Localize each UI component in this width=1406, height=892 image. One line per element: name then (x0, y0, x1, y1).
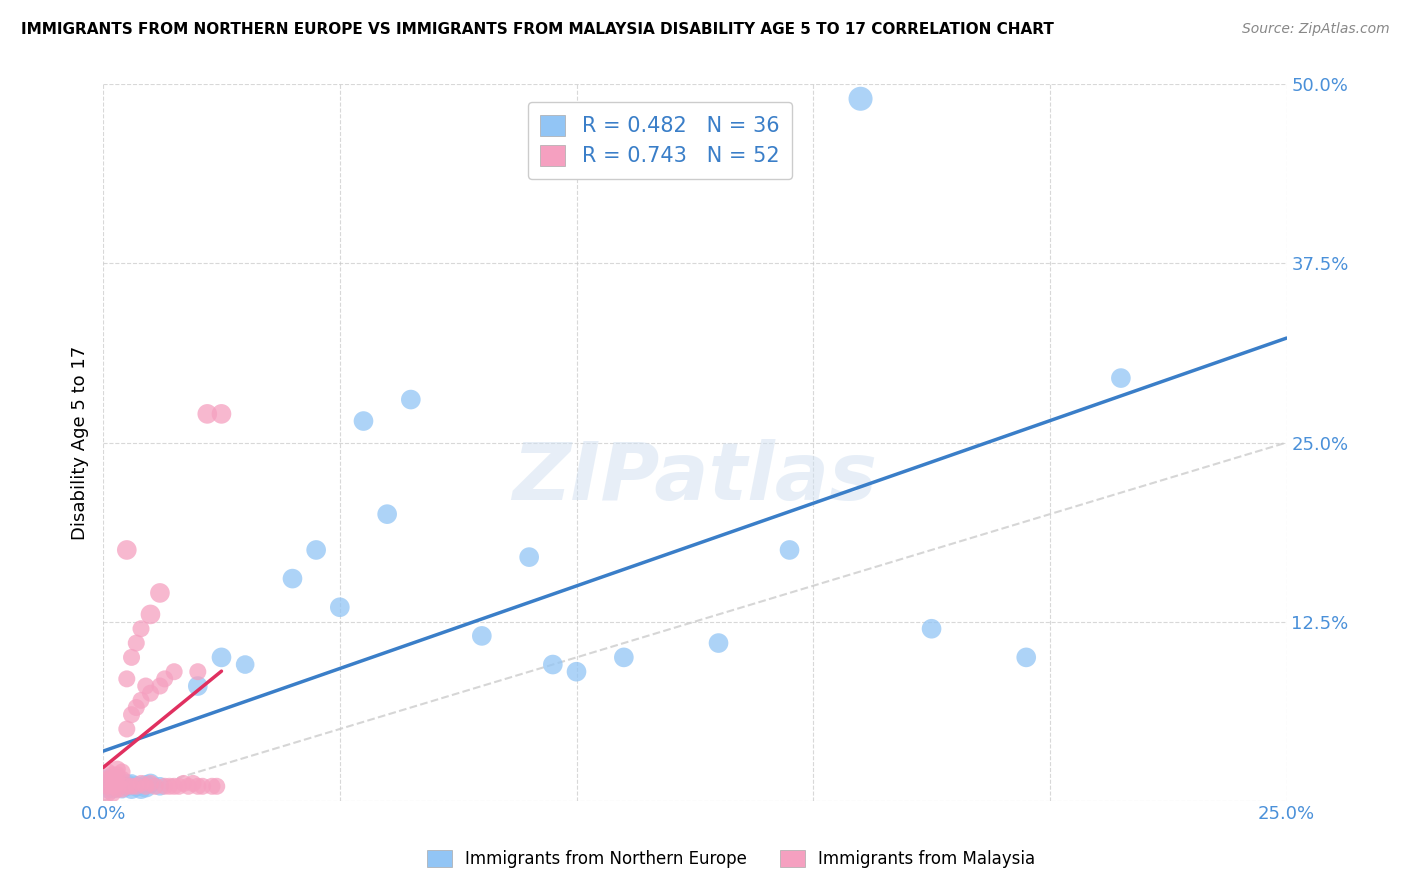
Point (779, 543, 801, 558)
Point (111, 782, 134, 797)
Point (177, 779, 200, 793)
Point (921, 622, 943, 636)
Point (233, 657, 256, 672)
Point (139, 776, 162, 790)
Point (399, 392, 422, 407)
Point (129, 782, 152, 797)
Point (149, 586, 172, 600)
Point (121, 782, 143, 797)
Point (101, 787, 124, 801)
Point (105, 768, 128, 782)
Point (125, 636, 148, 650)
Point (195, 407, 218, 421)
Point (115, 543, 138, 558)
Point (115, 722, 138, 736)
Point (101, 776, 124, 790)
Point (471, 629, 494, 643)
Point (211, 650, 233, 665)
Point (115, 779, 138, 793)
Point (139, 607, 162, 622)
Point (305, 543, 328, 558)
Point (129, 776, 152, 790)
Point (111, 764, 134, 779)
Point (105, 779, 128, 793)
Point (173, 776, 195, 790)
Point (565, 665, 588, 679)
Point (105, 782, 128, 797)
Point (149, 779, 172, 793)
Legend: Immigrants from Northern Europe, Immigrants from Malaysia: Immigrants from Northern Europe, Immigra… (420, 843, 1042, 875)
Point (849, 92, 872, 106)
Point (143, 779, 166, 793)
Point (97, 772, 120, 786)
Point (101, 768, 124, 782)
Point (121, 707, 143, 722)
Point (121, 779, 143, 793)
Point (115, 776, 138, 790)
Point (375, 507, 398, 521)
Point (101, 782, 124, 797)
Point (121, 776, 143, 790)
Point (105, 776, 128, 790)
Point (97, 779, 120, 793)
Point (201, 779, 224, 793)
Point (97, 764, 120, 779)
Point (129, 693, 152, 707)
Point (329, 600, 352, 615)
Point (125, 779, 148, 793)
Point (157, 779, 180, 793)
Point (101, 772, 124, 786)
Point (139, 776, 162, 790)
Point (153, 672, 176, 686)
Point (707, 636, 730, 650)
Point (105, 772, 128, 786)
Point (1015, 650, 1038, 665)
Y-axis label: Disability Age 5 to 17: Disability Age 5 to 17 (72, 345, 89, 540)
Point (105, 762, 128, 776)
Text: IMMIGRANTS FROM NORTHERN EUROPE VS IMMIGRANTS FROM MALAYSIA DISABILITY AGE 5 TO : IMMIGRANTS FROM NORTHERN EUROPE VS IMMIG… (21, 22, 1054, 37)
Text: ZIPatlas: ZIPatlas (512, 440, 877, 517)
Legend: R = 0.482   N = 36, R = 0.743   N = 52: R = 0.482 N = 36, R = 0.743 N = 52 (527, 102, 792, 178)
Point (281, 572, 304, 586)
Point (541, 657, 564, 672)
Point (149, 679, 172, 693)
Point (187, 665, 209, 679)
Point (101, 779, 124, 793)
Point (135, 779, 157, 793)
Point (205, 779, 228, 793)
Point (353, 414, 375, 428)
Point (97, 772, 120, 786)
Text: Source: ZipAtlas.com: Source: ZipAtlas.com (1241, 22, 1389, 37)
Point (135, 679, 157, 693)
Point (125, 779, 148, 793)
Point (167, 779, 190, 793)
Point (163, 665, 186, 679)
Point (139, 686, 162, 700)
Point (111, 782, 134, 797)
Point (1109, 371, 1132, 385)
Point (181, 776, 204, 790)
Point (153, 779, 176, 793)
Point (517, 550, 540, 565)
Point (125, 700, 148, 714)
Point (163, 779, 186, 793)
Point (111, 772, 134, 786)
Point (97, 779, 120, 793)
Point (115, 672, 138, 686)
Point (613, 650, 636, 665)
Point (135, 779, 157, 793)
Point (97, 787, 120, 801)
Point (187, 779, 209, 793)
Point (187, 679, 209, 693)
Point (211, 407, 233, 421)
Point (191, 779, 214, 793)
Point (129, 622, 152, 636)
Point (121, 650, 143, 665)
Point (115, 779, 138, 793)
